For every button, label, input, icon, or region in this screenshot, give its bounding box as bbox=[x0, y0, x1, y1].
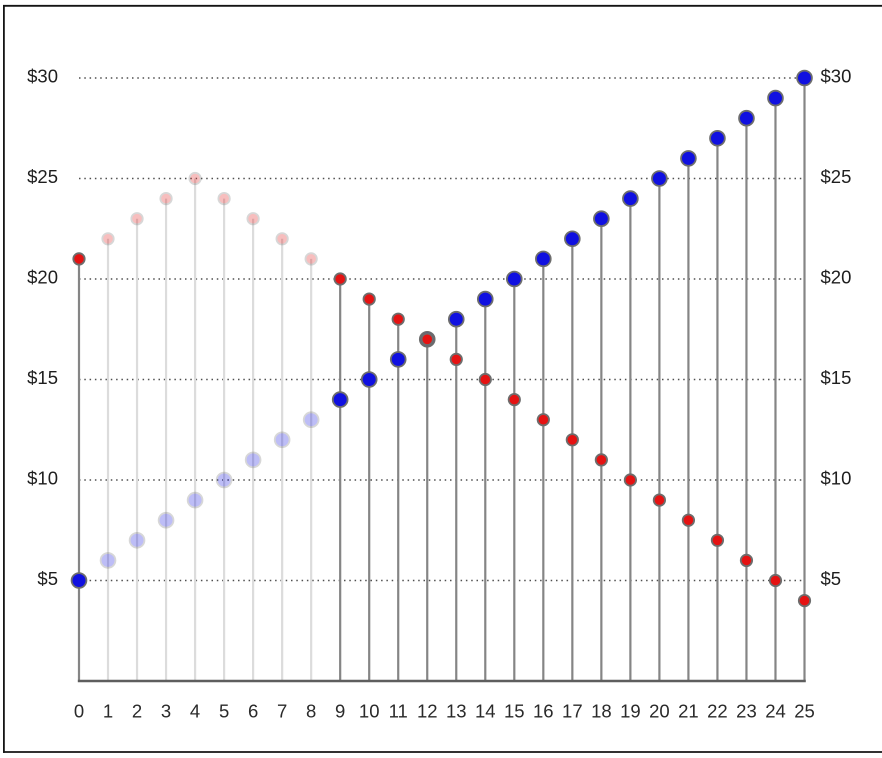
dot-red-6 bbox=[246, 212, 260, 226]
x-tick-label-2: 2 bbox=[132, 701, 142, 722]
x-tick-label-0: 0 bbox=[74, 701, 84, 722]
dot-blue-10 bbox=[360, 371, 378, 388]
x-tick-label-16: 16 bbox=[533, 701, 554, 722]
dot-red-19 bbox=[623, 473, 637, 487]
dot-red-0 bbox=[72, 252, 86, 266]
dot-blue-18 bbox=[593, 210, 610, 228]
dot-red-23 bbox=[739, 553, 754, 568]
dot-red-25 bbox=[797, 593, 812, 608]
dot-red-1 bbox=[101, 232, 115, 246]
dot-blue-3 bbox=[157, 511, 175, 529]
x-tick-label-14: 14 bbox=[475, 701, 496, 722]
dot-blue-25 bbox=[796, 69, 813, 87]
dot-red-24 bbox=[768, 573, 783, 588]
y-label-left-20: $20 bbox=[27, 267, 58, 288]
dot-red-15 bbox=[507, 392, 521, 407]
dot-red-14 bbox=[478, 372, 492, 387]
x-tick-label-22: 22 bbox=[707, 701, 728, 722]
dot-red-5 bbox=[217, 192, 231, 206]
dot-blue-5 bbox=[215, 471, 233, 489]
dot-red-8 bbox=[304, 252, 318, 266]
dot-blue-24 bbox=[767, 89, 784, 107]
dot-blue-0 bbox=[70, 572, 88, 589]
dot-blue-14 bbox=[476, 290, 494, 308]
x-tick-label-25: 25 bbox=[794, 701, 815, 722]
dot-red-13 bbox=[449, 352, 463, 366]
x-tick-label-1: 1 bbox=[103, 701, 113, 722]
y-label-left-10: $10 bbox=[27, 468, 58, 489]
x-tick-label-18: 18 bbox=[591, 701, 612, 722]
dot-blue-2 bbox=[128, 531, 146, 549]
dot-red-9 bbox=[333, 272, 347, 286]
y-label-right-15: $15 bbox=[821, 367, 852, 388]
y-label-right-25: $25 bbox=[821, 166, 852, 187]
y-label-left-30: $30 bbox=[27, 66, 58, 87]
dot-red-12 bbox=[420, 332, 434, 346]
dot-blue-23 bbox=[738, 109, 755, 127]
dot-blue-15 bbox=[505, 270, 523, 288]
x-tick-label-5: 5 bbox=[219, 701, 229, 722]
x-tick-label-8: 8 bbox=[306, 701, 316, 722]
dot-red-3 bbox=[159, 192, 173, 206]
dot-blue-17 bbox=[564, 230, 581, 248]
x-tick-label-12: 12 bbox=[417, 701, 438, 722]
dot-red-20 bbox=[652, 493, 667, 507]
x-tick-label-17: 17 bbox=[562, 701, 583, 722]
dot-red-10 bbox=[362, 292, 376, 306]
y-label-right-20: $20 bbox=[821, 267, 852, 288]
dot-blue-21 bbox=[680, 150, 697, 167]
x-tick-label-21: 21 bbox=[678, 701, 699, 722]
dot-red-17 bbox=[565, 433, 579, 447]
y-label-right-5: $5 bbox=[821, 568, 842, 589]
dot-blue-9 bbox=[331, 391, 349, 408]
dot-red-18 bbox=[594, 453, 608, 467]
dot-red-4 bbox=[188, 171, 202, 186]
y-label-left-25: $25 bbox=[27, 166, 58, 187]
x-tick-label-7: 7 bbox=[277, 701, 287, 722]
dot-red-11 bbox=[391, 312, 405, 326]
x-tick-label-15: 15 bbox=[504, 701, 525, 722]
dot-blue-6 bbox=[244, 451, 262, 469]
x-tick-label-10: 10 bbox=[359, 701, 380, 722]
x-tick-label-23: 23 bbox=[736, 701, 757, 722]
x-tick-label-24: 24 bbox=[765, 701, 786, 722]
dot-blue-1 bbox=[99, 552, 117, 569]
x-tick-label-19: 19 bbox=[620, 701, 641, 722]
dot-red-21 bbox=[681, 513, 696, 527]
y-label-right-10: $10 bbox=[821, 468, 852, 489]
dot-blue-20 bbox=[651, 170, 668, 187]
y-label-left-5: $5 bbox=[37, 568, 58, 589]
x-tick-label-20: 20 bbox=[649, 701, 670, 722]
dot-blue-16 bbox=[535, 250, 552, 268]
dot-red-16 bbox=[536, 413, 550, 427]
x-tick-label-9: 9 bbox=[335, 701, 345, 722]
y-label-right-30: $30 bbox=[821, 66, 852, 87]
dot-blue-13 bbox=[447, 310, 465, 328]
dot-blue-19 bbox=[622, 190, 639, 207]
x-tick-label-6: 6 bbox=[248, 701, 258, 722]
dot-red-22 bbox=[710, 533, 725, 547]
x-tick-label-11: 11 bbox=[389, 701, 408, 722]
y-label-left-15: $15 bbox=[27, 367, 58, 388]
dot-red-2 bbox=[130, 212, 144, 226]
dot-red-7 bbox=[275, 232, 289, 246]
x-tick-label-13: 13 bbox=[446, 701, 467, 722]
x-tick-label-3: 3 bbox=[161, 701, 171, 722]
dot-blue-22 bbox=[709, 130, 726, 147]
x-tick-label-4: 4 bbox=[190, 701, 200, 722]
dot-blue-8 bbox=[302, 411, 320, 429]
dot-blue-7 bbox=[273, 431, 291, 449]
dot-blue-4 bbox=[186, 491, 204, 509]
dot-blue-11 bbox=[389, 351, 407, 368]
